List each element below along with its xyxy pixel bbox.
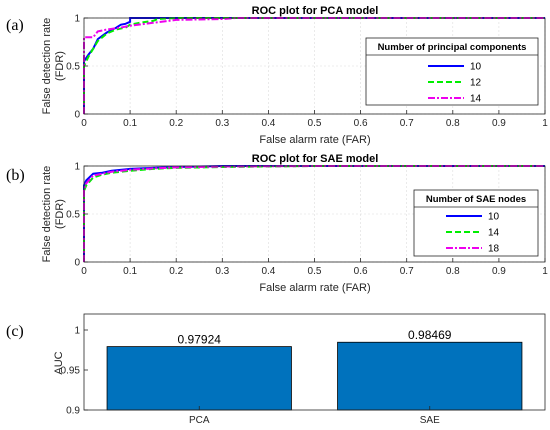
b-xtick-label: 0.4 [261,266,275,277]
a-xtick-label: 0 [81,118,87,129]
panel-c-bars: 0.97924 0.98469 [106,328,523,411]
a-legend-label: 10 [470,62,482,73]
panel-a-xlabel: False alarm rate (FAR) [259,134,370,146]
panel-b-ylabel-1: False detection rate [41,166,53,263]
b-xtick-label: 0.1 [123,266,137,277]
panel-b-xlabel: False alarm rate (FAR) [259,282,370,294]
a-series-line-14 [83,17,545,114]
a-xtick-label: 0.3 [215,118,229,129]
panel-b-legend-items: 10 14 18 [446,212,500,255]
a-xtick-label: 0.4 [261,118,275,129]
a-xtick-label: 0.5 [308,118,322,129]
panel-c-axes-box [83,313,546,411]
c-bar-value-label: 0.97924 [178,333,222,347]
panel-b-yticks: 00.51 [66,162,88,269]
panel-b-ylabel-2: (FDR) [54,199,66,229]
panel-c-xticks: PCA SAE [189,406,440,426]
a-legend-label: 14 [470,94,482,105]
c-bar-SAE [337,341,523,411]
panel-b-title: ROC plot for SAE model [252,153,379,165]
b-xtick-label: 0.5 [308,266,322,277]
c-ytick-label: 0.95 [61,366,81,377]
panel-b-xticks: 0 0.1 0.2 0.3 0.4 0.5 0.6 0.7 0.8 0.9 1 [81,258,548,277]
a-xtick-label: 0.2 [169,118,183,129]
b-xtick-label: 0.7 [400,266,414,277]
b-xtick-label: 0.3 [215,266,229,277]
panel-a-ylabel-2: (FDR) [54,51,66,81]
panel-c-label: (c) [6,323,24,340]
a-xtick-label: 0.1 [123,118,137,129]
c-bar-value-label: 0.98469 [408,328,452,342]
panel-a-legend-title: Number of principal components [378,42,527,53]
panel-b-label: (b) [6,167,25,184]
b-ytick-label: 0.5 [66,210,80,221]
panel-a-title: ROC plot for PCA model [252,5,379,17]
panel-a-legend-items: 10 12 14 [428,62,482,105]
b-xtick-label: 0 [81,266,87,277]
panel-a-label: (a) [6,17,24,34]
panel-a: (a) ROC plot for PCA model False detecti… [6,5,548,146]
a-legend-label: 12 [470,78,482,89]
c-ytick-label: 1 [74,326,80,337]
a-ytick-label: 1 [74,14,80,25]
b-xtick-label: 0.6 [354,266,368,277]
b-xtick-label: 0.8 [446,266,460,277]
panel-a-yticks: 00.51 [66,14,88,121]
b-series-line-14 [83,165,545,262]
b-legend-label: 10 [488,212,500,223]
b-series-line-18 [83,165,545,262]
a-xtick-label: 0.8 [446,118,460,129]
c-bar-PCA [106,346,292,411]
panel-b: (b) ROC plot for SAE model False detecti… [6,153,548,294]
a-xtick-label: 0.7 [400,118,414,129]
b-legend-label: 14 [488,228,500,239]
b-xtick-label: 1 [542,266,548,277]
panel-a-ylabel-1: False detection rate [41,18,53,115]
c-xtick-label: SAE [420,415,440,426]
a-xtick-label: 0.6 [354,118,368,129]
panel-c-ylabel: AUC [53,351,65,374]
b-xtick-label: 0.2 [169,266,183,277]
a-xtick-label: 1 [542,118,548,129]
panel-a-legend: Number of principal components 10 12 14 [365,37,539,106]
b-legend-label: 18 [488,244,500,255]
a-xtick-label: 0.9 [492,118,506,129]
a-ytick-label: 0.5 [66,62,80,73]
c-ytick-label: 0.9 [66,406,80,417]
c-xtick-label: PCA [189,415,210,426]
panel-b-legend-title: Number of SAE nodes [426,194,526,205]
panel-c: (c) AUC 0.97924 0.98469 0.9 0.95 1 PCA SAE [6,313,546,426]
a-ytick-label: 0 [74,110,80,121]
b-ytick-label: 1 [74,162,80,173]
panel-a-legend-box [365,37,539,106]
b-ytick-label: 0 [74,258,80,269]
b-xtick-label: 0.9 [492,266,506,277]
panel-b-legend-box [413,189,539,257]
panel-c-yticks: 0.9 0.95 1 [61,326,88,417]
panel-b-legend: Number of SAE nodes 10 14 18 [413,189,539,257]
panel-a-xticks: 0 0.1 0.2 0.3 0.4 0.5 0.6 0.7 0.8 0.9 1 [81,110,548,129]
